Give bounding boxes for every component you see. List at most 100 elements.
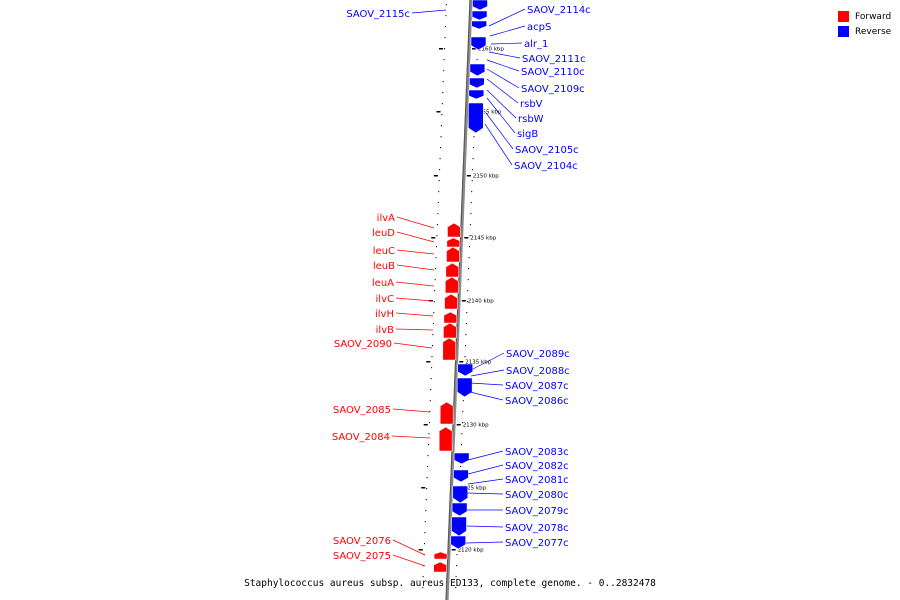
minor-tick-left bbox=[431, 367, 433, 369]
label-leader-line bbox=[392, 539, 426, 556]
label-leader-line bbox=[396, 264, 435, 271]
minor-tick-left bbox=[426, 477, 428, 479]
minor-tick-left bbox=[442, 92, 444, 94]
label-leader-line bbox=[467, 450, 504, 461]
minor-tick-left bbox=[426, 488, 428, 490]
reverse-gene-arrow bbox=[452, 485, 469, 504]
label-leader-line bbox=[470, 352, 505, 371]
minor-tick-left bbox=[433, 301, 435, 303]
minor-tick-left bbox=[424, 543, 425, 545]
label-leader-line bbox=[470, 369, 505, 377]
forward-gene-arrow bbox=[433, 561, 447, 573]
gene-label-leuc: leuC bbox=[373, 246, 395, 257]
minor-tick-right bbox=[473, 136, 475, 138]
gene-label-saov_2076: SAOV_2076 bbox=[333, 536, 391, 547]
minor-tick-left bbox=[422, 587, 424, 589]
reverse-gene-arrow bbox=[470, 36, 487, 51]
gene-label-ilvb: ilvB bbox=[376, 325, 394, 336]
forward-gene-arrow bbox=[445, 262, 460, 278]
gene-label-saov_2082c: SAOV_2082c bbox=[505, 461, 569, 472]
reverse-gene-arrow bbox=[468, 89, 485, 100]
minor-tick-left bbox=[443, 70, 445, 72]
minor-tick-left bbox=[445, 4, 447, 6]
minor-tick-left bbox=[428, 422, 430, 424]
minor-tick-right bbox=[462, 400, 464, 402]
minor-tick-left bbox=[440, 125, 442, 127]
label-leader-line bbox=[392, 408, 431, 413]
minor-tick-left bbox=[445, 15, 447, 17]
label-leader-line bbox=[465, 541, 504, 544]
major-tick-right bbox=[472, 48, 476, 50]
label-leader-line bbox=[484, 123, 513, 166]
gene-label-saov_2080c: SAOV_2080c bbox=[505, 490, 569, 501]
backbone bbox=[445, 0, 473, 600]
kbp-label: 2125 kbp bbox=[460, 486, 486, 492]
minor-tick-left bbox=[444, 37, 446, 39]
label-leader-line bbox=[391, 435, 431, 439]
forward-swatch bbox=[838, 11, 849, 22]
major-tick-right bbox=[456, 424, 461, 426]
reverse-gene-arrow bbox=[450, 535, 467, 550]
reverse-gene-arrow bbox=[469, 77, 485, 89]
gene-label-saov_2084: SAOV_2084 bbox=[332, 432, 390, 443]
reverse-gene-arrow bbox=[471, 20, 487, 30]
kbp-label: 2150 kbp bbox=[473, 174, 499, 180]
gene-label-ilva: ilvA bbox=[377, 213, 395, 224]
gene-label-saov_2115c: SAOV_2115c bbox=[346, 9, 410, 20]
minor-tick-right bbox=[461, 422, 463, 424]
chromosome-backbone-core bbox=[445, 0, 471, 600]
label-leader-line bbox=[396, 216, 435, 229]
minor-tick-right bbox=[471, 191, 473, 193]
forward-gene-arrow bbox=[443, 311, 458, 324]
minor-tick-right bbox=[470, 213, 472, 215]
gene-arrows bbox=[433, 0, 488, 573]
minor-tick-right bbox=[467, 279, 469, 281]
gene-label-saov_2105c: SAOV_2105c bbox=[515, 145, 579, 156]
forward-gene-arrow bbox=[438, 426, 453, 452]
forward-gene-arrow bbox=[446, 246, 460, 263]
minor-tick-left bbox=[432, 334, 434, 336]
label-leader-line bbox=[466, 492, 504, 495]
gene-label-saov_2104c: SAOV_2104c bbox=[514, 161, 578, 172]
gene-label-saov_2114c: SAOV_2114c bbox=[527, 5, 591, 16]
minor-tick-right bbox=[465, 323, 467, 325]
minor-tick-left bbox=[427, 466, 429, 468]
minor-tick-right bbox=[455, 587, 457, 589]
label-leader-line bbox=[466, 525, 504, 528]
gene-label-acps: acpS bbox=[527, 22, 551, 33]
kbp-label: 2130 kbp bbox=[463, 423, 489, 429]
kbp-label: 2120 kbp bbox=[458, 548, 484, 554]
minor-tick-left bbox=[432, 345, 433, 347]
gene-label-rsbw: rsbW bbox=[518, 114, 544, 125]
reverse-swatch bbox=[838, 26, 849, 37]
forward-gene-arrow bbox=[443, 322, 457, 339]
reverse-gene-arrow bbox=[453, 452, 470, 465]
minor-tick-right bbox=[469, 235, 471, 237]
gene-label-leud: leuD bbox=[372, 228, 395, 239]
minor-tick-left bbox=[442, 81, 444, 83]
major-tick-left bbox=[433, 175, 438, 177]
minor-tick-left bbox=[424, 532, 426, 534]
label-leader-line bbox=[395, 312, 434, 317]
kbp-label: 2155 kbp bbox=[476, 110, 502, 116]
minor-tick-left bbox=[428, 444, 429, 446]
label-leader-line bbox=[488, 8, 526, 27]
gene-label-saov_2088c: SAOV_2088c bbox=[506, 366, 570, 377]
minor-tick-left bbox=[428, 433, 430, 435]
gene-label-saov_2077c: SAOV_2077c bbox=[505, 538, 569, 549]
minor-tick-left bbox=[422, 576, 424, 578]
minor-tick-left bbox=[444, 48, 446, 50]
minor-tick-right bbox=[469, 224, 471, 226]
gene-label-saov_2075: SAOV_2075 bbox=[333, 551, 391, 562]
kbp-label: 2135 kbp bbox=[465, 360, 491, 366]
kbp-label: 2140 kbp bbox=[468, 299, 494, 305]
minor-tick-right bbox=[461, 444, 462, 446]
minor-tick-left bbox=[425, 510, 427, 512]
forward-gene-arrow bbox=[442, 337, 457, 361]
reverse-gene-arrow bbox=[451, 516, 467, 537]
legend-reverse-label: Reverse bbox=[855, 26, 892, 37]
chromosome-backbone bbox=[445, 0, 473, 600]
minor-tick-left bbox=[439, 158, 441, 160]
minor-tick-left bbox=[438, 180, 440, 182]
minor-tick-right bbox=[455, 576, 457, 578]
